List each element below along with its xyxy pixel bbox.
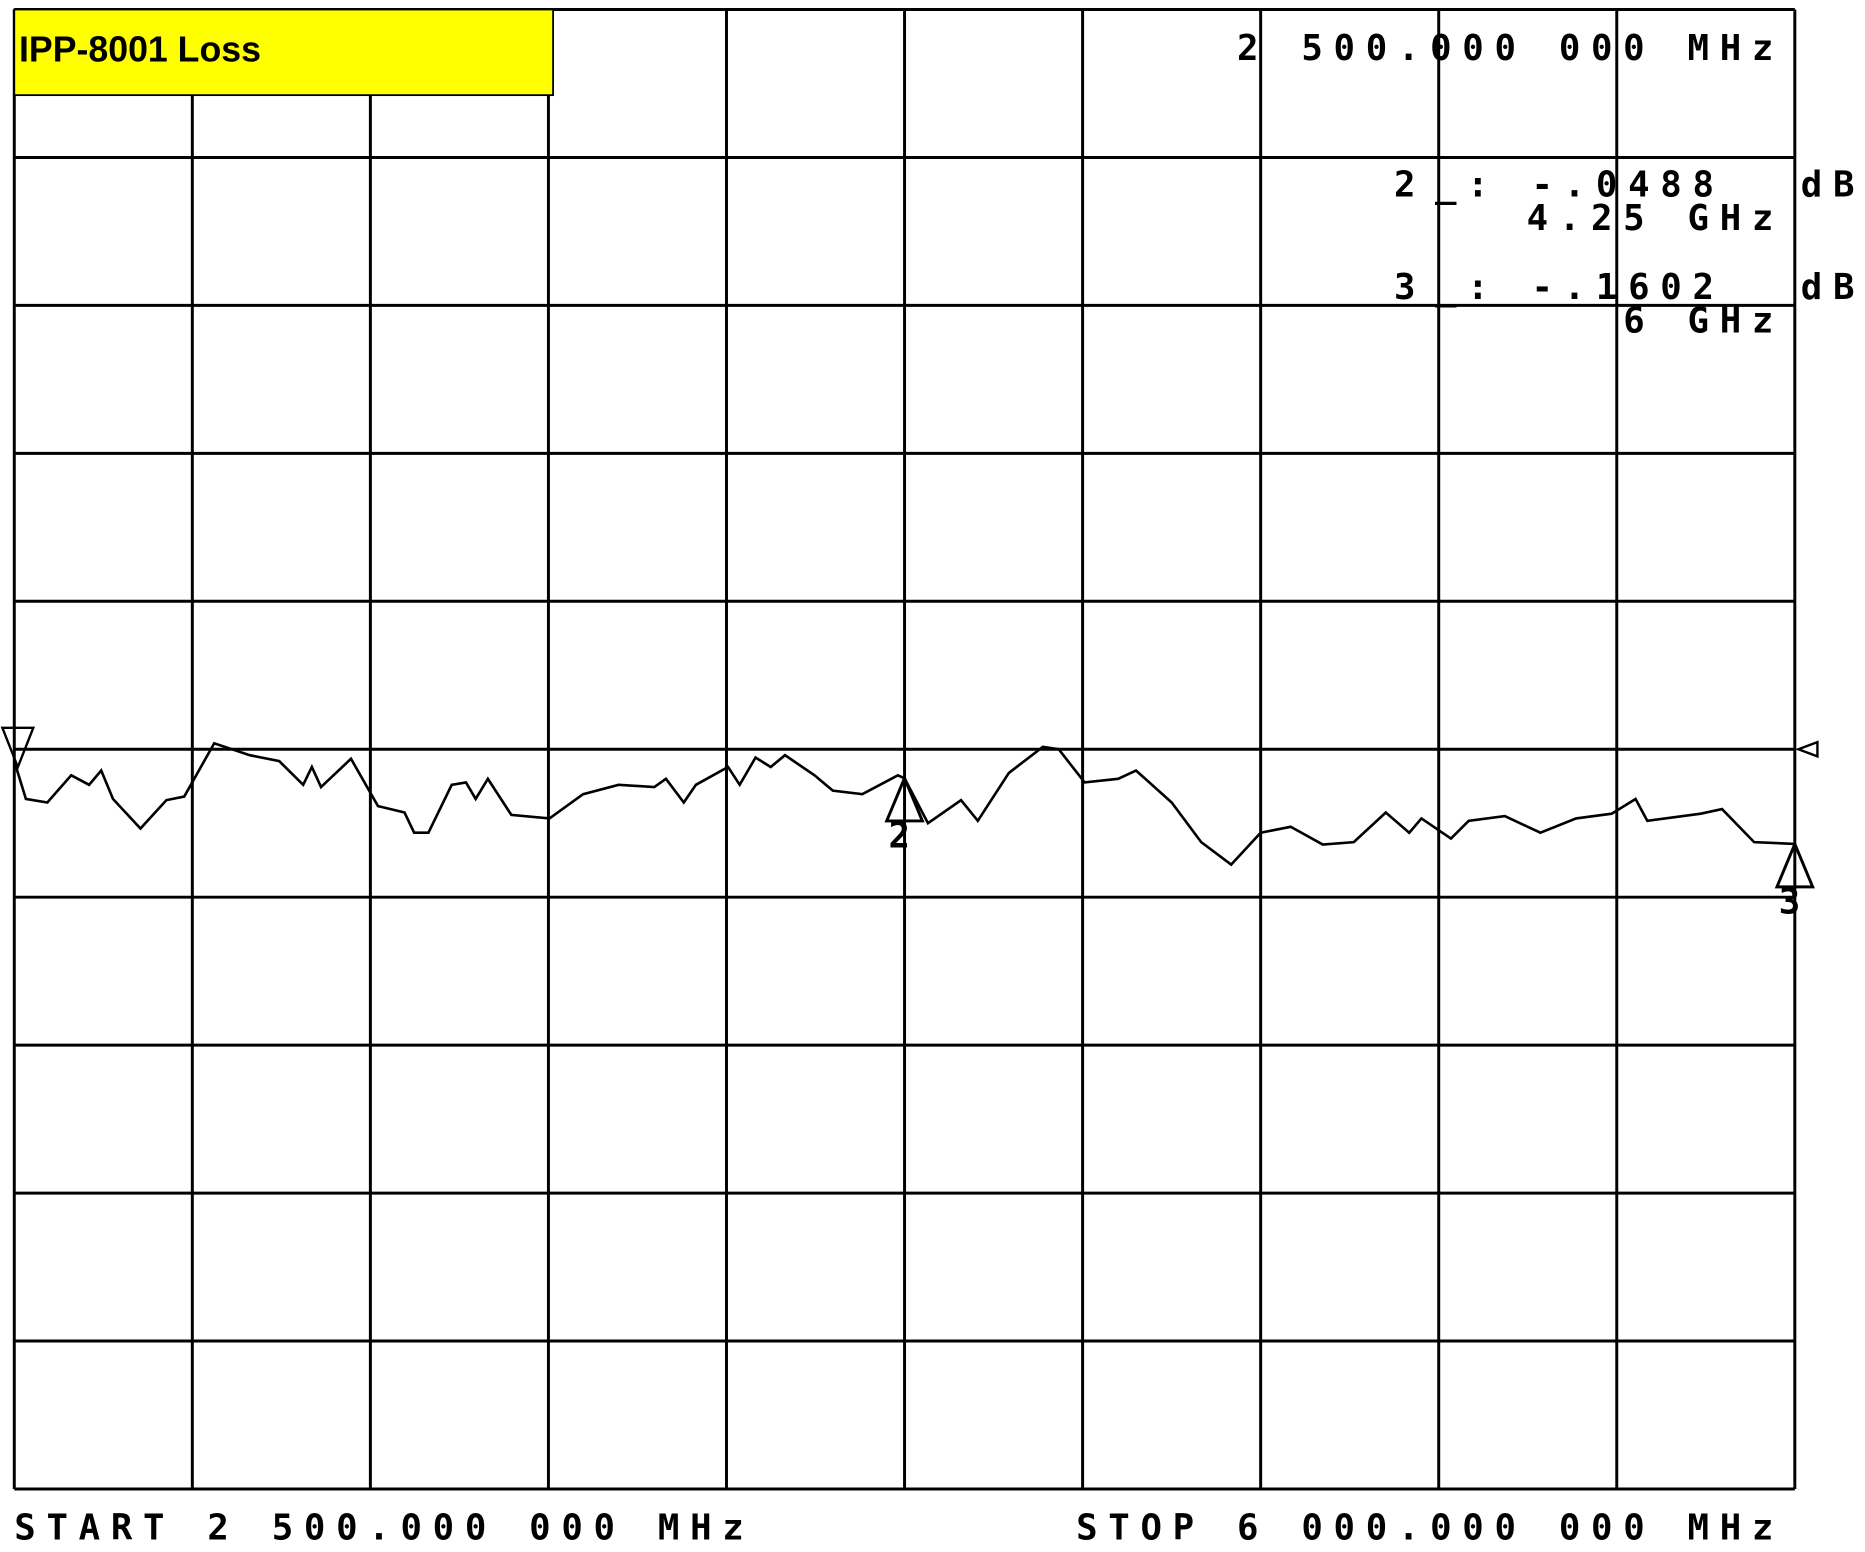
marker-number: 3 (1779, 882, 1811, 923)
marker-readout-unit: dB (1801, 165, 1865, 206)
start-label: START 2 500.000 000 MHz (14, 1507, 754, 1548)
stop-label: STOP 6 000.000 000 MHz (1076, 1507, 1784, 1548)
chart-title: IPP-8001 Loss (19, 30, 261, 70)
marker-number: 2 (888, 816, 920, 857)
marker-readout-number: 2 (1394, 165, 1426, 206)
trace (13, 741, 1795, 867)
marker-readout-unit: dB (1801, 267, 1865, 308)
grid (12, 8, 1797, 1491)
marker-readout-frequency: 6 GHz (1623, 300, 1784, 341)
marker-readout-frequency: 4.25 GHz (1527, 198, 1784, 239)
start-marker (0, 726, 36, 771)
title-box (13, 8, 554, 97)
marker-triangle (1774, 840, 1815, 889)
marker-readout-number: 3 (1394, 267, 1426, 308)
frequency-readout: 2 500.000 000 MHz (1237, 28, 1784, 69)
marker-readout-value: _: -.1602 (1435, 267, 1725, 308)
reference-pointer (1795, 740, 1819, 759)
marker-readout-value: _: -.0488 (1435, 165, 1725, 206)
marker-triangle (884, 774, 925, 823)
